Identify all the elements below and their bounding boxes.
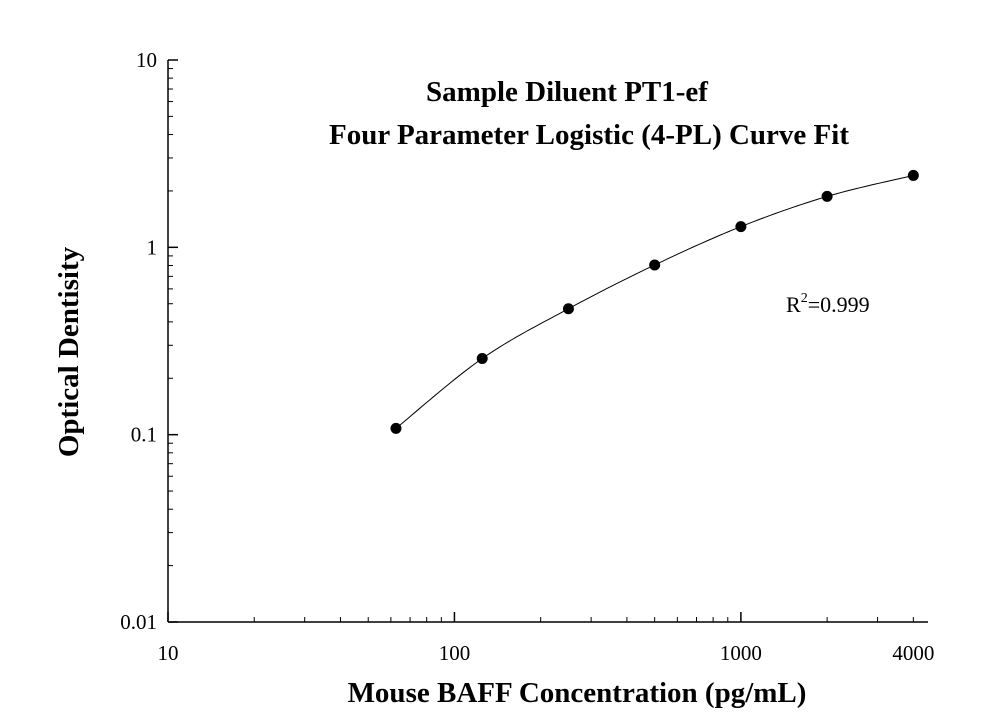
r-squared-annotation: R2=0.999: [786, 291, 870, 317]
y-tick-label: 0.01: [120, 610, 157, 634]
y-tick-labels: 0.01 0.1 1 10: [120, 48, 157, 634]
y-tick-label: 10: [136, 48, 157, 72]
data-point: [822, 191, 833, 202]
x-axis-title: Mouse BAFF Concentration (pg/mL): [348, 677, 807, 709]
r-squared-superscript: 2: [801, 291, 808, 306]
x-tick-labels: 10 100 1000 4000: [158, 641, 935, 665]
x-tick-label: 4000: [892, 641, 934, 665]
y-tick-label: 1: [147, 235, 158, 259]
data-point: [390, 423, 401, 434]
y-axis-title: Optical Dentisity: [53, 246, 85, 457]
data-point: [649, 259, 660, 270]
chart-subtitle: Four Parameter Logistic (4-PL) Curve Fit: [329, 119, 849, 151]
r-squared-value: =0.999: [808, 292, 870, 317]
x-tick-label: 100: [439, 641, 471, 665]
data-point: [908, 170, 919, 181]
data-point: [477, 353, 488, 364]
data-point: [563, 303, 574, 314]
r-squared-prefix: R: [786, 292, 801, 317]
chart-title: Sample Diluent PT1-ef: [426, 76, 708, 108]
y-ticks: [168, 60, 178, 622]
data-point: [735, 221, 746, 232]
x-ticks: [168, 612, 913, 622]
x-tick-label: 1000: [720, 641, 762, 665]
y-tick-label: 0.1: [131, 423, 157, 447]
x-tick-label: 10: [158, 641, 179, 665]
